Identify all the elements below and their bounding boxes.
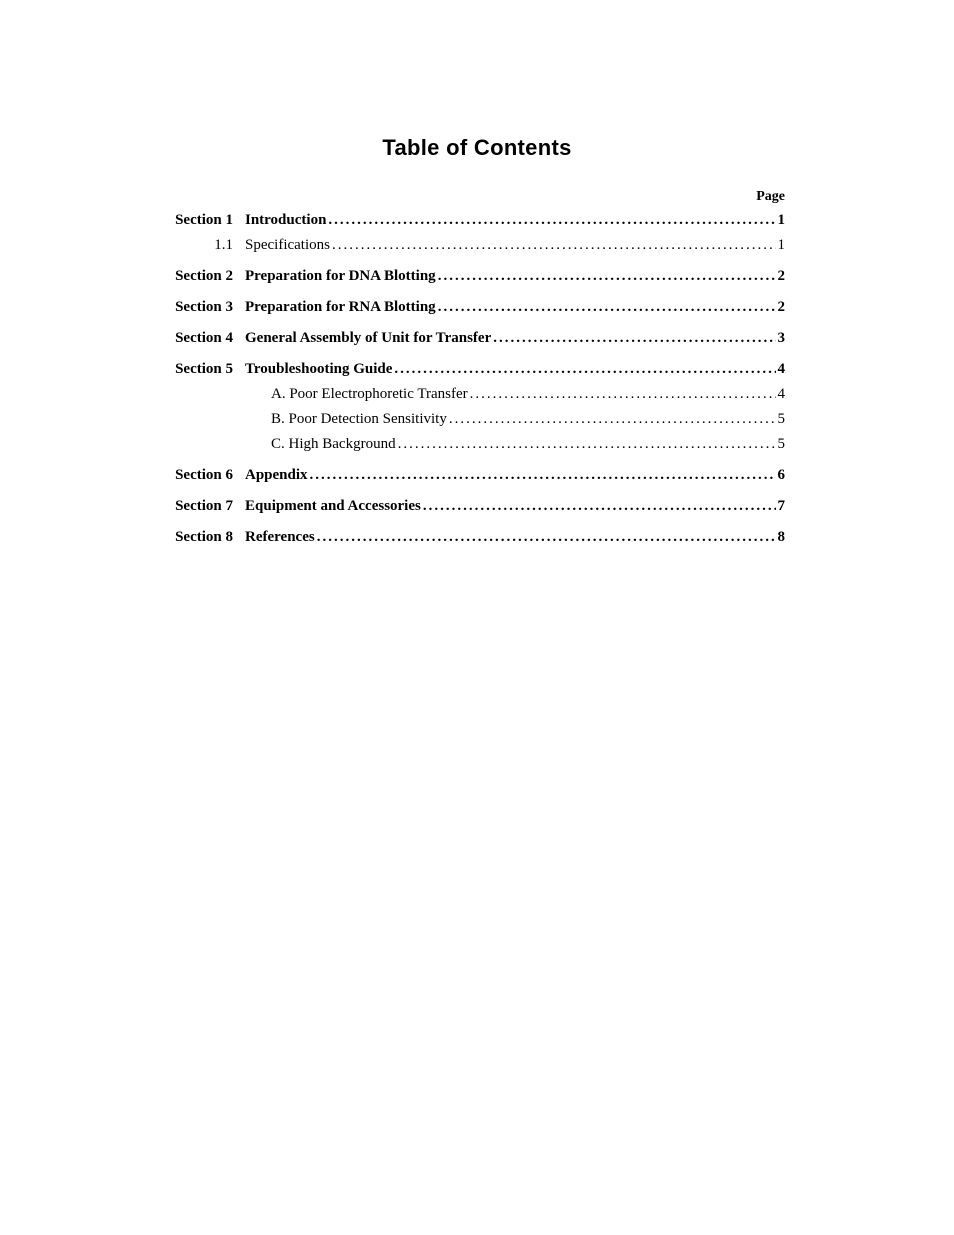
toc-section-label: Section 7	[165, 498, 245, 515]
toc-leader-dots: ........................................…	[421, 498, 776, 515]
toc-entry-text: Appendix	[245, 467, 308, 484]
toc-page-number: 1	[776, 212, 790, 229]
toc-entry-text: C. High Background	[245, 436, 396, 453]
toc-section-label: Section 6	[165, 467, 245, 484]
toc-row: Section 2Preparation for DNA Blotting...…	[165, 268, 789, 285]
toc-leader-dots: ........................................…	[436, 268, 776, 285]
toc-page-number: 5	[776, 411, 790, 428]
toc-section-label: Section 5	[165, 361, 245, 378]
toc-entry-text: Equipment and Accessories	[245, 498, 421, 515]
toc-entry-text: Preparation for DNA Blotting	[245, 268, 436, 285]
toc-entry-text: A. Poor Electrophoretic Transfer	[245, 386, 468, 403]
toc-section-label: Section 8	[165, 529, 245, 546]
toc-page-number: 7	[776, 498, 790, 515]
toc-entry-text: Preparation for RNA Blotting	[245, 299, 436, 316]
toc-entry-text: B. Poor Detection Sensitivity	[245, 411, 447, 428]
toc-leader-dots: ........................................…	[308, 467, 776, 484]
toc-page-number: 5	[776, 436, 790, 453]
toc-row: Section 7Equipment and Accessories......…	[165, 498, 789, 515]
toc-section-label: 1.1	[165, 237, 245, 254]
toc-page-number: 2	[776, 268, 790, 285]
page-column-header: Page	[165, 189, 789, 205]
toc-row: Section 5Troubleshooting Guide..........…	[165, 361, 789, 378]
toc-page-number: 3	[776, 330, 790, 347]
toc-section-label: Section 3	[165, 299, 245, 316]
toc-row: C. High Background......................…	[165, 436, 789, 453]
toc-entry: General Assembly of Unit for Transfer...…	[245, 330, 789, 347]
toc-entry-text: Introduction	[245, 212, 326, 229]
toc-leader-dots: ........................................…	[491, 330, 775, 347]
toc-section-label: Section 4	[165, 330, 245, 347]
toc-row: Section 6Appendix.......................…	[165, 467, 789, 484]
toc-entry: References..............................…	[245, 529, 789, 546]
toc-entry: Introduction............................…	[245, 212, 789, 229]
toc-row: B. Poor Detection Sensitivity...........…	[165, 411, 789, 428]
toc-entry: Specifications..........................…	[245, 237, 789, 254]
toc-row: A. Poor Electrophoretic Transfer........…	[165, 386, 789, 403]
toc-row: Section 1Introduction...................…	[165, 212, 789, 229]
toc-page-number: 4	[776, 386, 790, 403]
toc-entry-text: General Assembly of Unit for Transfer	[245, 330, 491, 347]
toc-leader-dots: ........................................…	[330, 237, 776, 254]
toc-row: Section 8References.....................…	[165, 529, 789, 546]
toc-entry: Troubleshooting Guide...................…	[245, 361, 789, 378]
toc-page-number: 1	[776, 237, 790, 254]
toc-page-number: 6	[776, 467, 790, 484]
page-container: Table of Contents Page Section 1Introduc…	[0, 0, 954, 546]
toc-page-number: 4	[776, 361, 790, 378]
toc-leader-dots: ........................................…	[447, 411, 776, 428]
toc-entry: Preparation for RNA Blotting............…	[245, 299, 789, 316]
toc-row: Section 3Preparation for RNA Blotting...…	[165, 299, 789, 316]
toc-row: Section 4General Assembly of Unit for Tr…	[165, 330, 789, 347]
toc-entry: C. High Background......................…	[245, 436, 789, 453]
toc-row: 1.1Specifications.......................…	[165, 237, 789, 254]
toc-entry: Preparation for DNA Blotting............…	[245, 268, 789, 285]
toc-entry-text: Specifications	[245, 237, 330, 254]
toc-entry-text: References	[245, 529, 315, 546]
toc-page-number: 8	[776, 529, 790, 546]
toc-body: Section 1Introduction...................…	[165, 212, 789, 546]
toc-page-number: 2	[776, 299, 790, 316]
toc-leader-dots: ........................................…	[315, 529, 776, 546]
toc-leader-dots: ........................................…	[396, 436, 776, 453]
toc-leader-dots: ........................................…	[392, 361, 775, 378]
toc-title: Table of Contents	[165, 135, 789, 161]
toc-entry: A. Poor Electrophoretic Transfer........…	[245, 386, 789, 403]
toc-section-label: Section 1	[165, 212, 245, 229]
toc-entry: B. Poor Detection Sensitivity...........…	[245, 411, 789, 428]
toc-entry-text: Troubleshooting Guide	[245, 361, 392, 378]
toc-section-label: Section 2	[165, 268, 245, 285]
toc-leader-dots: ........................................…	[436, 299, 776, 316]
toc-leader-dots: ........................................…	[326, 212, 775, 229]
toc-entry: Equipment and Accessories...............…	[245, 498, 789, 515]
toc-entry: Appendix................................…	[245, 467, 789, 484]
toc-leader-dots: ........................................…	[468, 386, 776, 403]
